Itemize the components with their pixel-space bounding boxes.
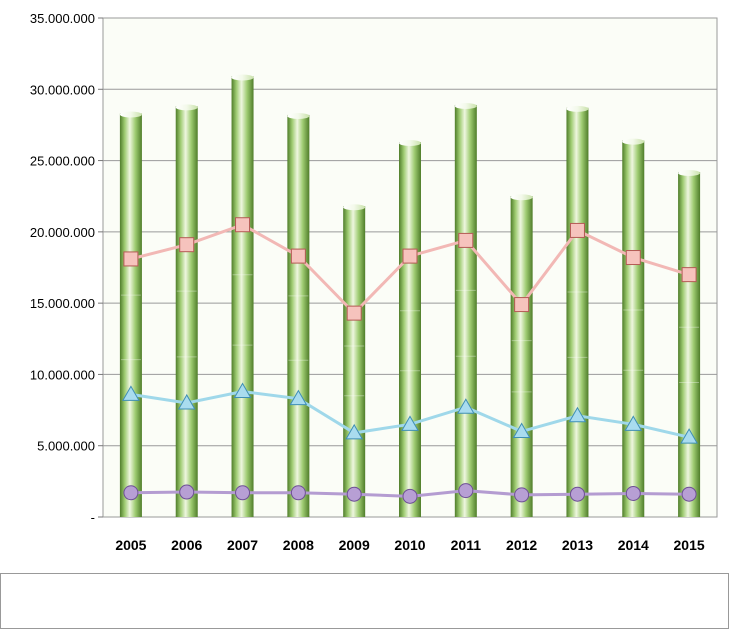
point-san-juan bbox=[177, 393, 196, 410]
x-tick-label: 2009 bbox=[339, 537, 370, 553]
point-otras-provincias bbox=[123, 485, 139, 501]
point-san-juan bbox=[122, 385, 140, 401]
point-san-juan bbox=[680, 428, 698, 444]
bar-cap bbox=[287, 112, 310, 119]
point-otras-provincias bbox=[290, 485, 306, 501]
point-otras-provincias bbox=[235, 485, 251, 501]
x-tick-label: 2011 bbox=[451, 537, 482, 553]
point-mendoza bbox=[569, 222, 585, 238]
point-san-juan bbox=[345, 423, 364, 440]
bar-cap bbox=[231, 74, 254, 81]
point-mendoza bbox=[179, 237, 195, 253]
bar-cap bbox=[678, 169, 701, 176]
point-san-juan bbox=[401, 415, 419, 431]
x-tick-label: 2006 bbox=[171, 537, 202, 553]
point-mendoza bbox=[346, 305, 362, 321]
point-mendoza bbox=[514, 297, 530, 313]
x-tick-label: 2005 bbox=[115, 537, 146, 553]
bar-cap bbox=[119, 111, 142, 118]
bar-total-pais bbox=[622, 140, 645, 517]
bar-cap bbox=[454, 102, 477, 109]
point-mendoza bbox=[235, 217, 251, 233]
bar-cap bbox=[175, 104, 198, 111]
point-mendoza bbox=[458, 232, 474, 248]
point-san-juan bbox=[456, 398, 475, 414]
x-tick-label: 2012 bbox=[506, 537, 537, 553]
x-axis: 2005 2006 2007 2008 2009 2010 2011 2012 2013 2014… bbox=[115, 537, 705, 553]
x-tick-label: 2015 bbox=[674, 537, 705, 553]
y-tick-label: 15.000.000 bbox=[30, 296, 95, 311]
x-tick-label: 2008 bbox=[283, 537, 314, 553]
bar-cap bbox=[510, 194, 533, 201]
point-otras-provincias bbox=[681, 486, 697, 502]
bar-total-pais bbox=[231, 76, 254, 517]
y-tick-label: - bbox=[91, 510, 95, 525]
point-san-juan bbox=[289, 389, 308, 406]
legend-box bbox=[0, 573, 729, 629]
point-mendoza bbox=[123, 251, 139, 267]
point-otras-provincias bbox=[346, 486, 362, 502]
bar-cap bbox=[343, 204, 366, 211]
x-tick-label: 2010 bbox=[394, 537, 425, 553]
bar-total-pais bbox=[175, 106, 198, 517]
bar-cap bbox=[622, 138, 645, 145]
y-tick-label: 25.000.000 bbox=[30, 154, 95, 169]
bar-total-pais bbox=[510, 196, 533, 517]
point-mendoza bbox=[625, 250, 641, 266]
bars-total-pais bbox=[119, 74, 701, 518]
y-tick-label: 5.000.000 bbox=[37, 439, 95, 454]
y-tick-label: 35.000.000 bbox=[30, 11, 95, 26]
bar-total-pais bbox=[287, 114, 310, 517]
line-series bbox=[122, 217, 698, 504]
point-otras-provincias bbox=[402, 488, 418, 504]
point-otras-provincias bbox=[514, 487, 530, 503]
y-tick-label: 10.000.000 bbox=[30, 367, 95, 382]
bar-total-pais bbox=[399, 142, 421, 517]
bar-cap bbox=[566, 105, 589, 112]
bar-total-pais bbox=[454, 104, 477, 518]
point-san-juan bbox=[624, 415, 643, 431]
x-tick-label: 2014 bbox=[618, 537, 649, 553]
point-mendoza bbox=[681, 267, 697, 283]
point-otras-provincias bbox=[179, 484, 195, 500]
bar-cap bbox=[399, 140, 421, 147]
point-san-juan bbox=[568, 406, 587, 423]
point-otras-provincias bbox=[458, 483, 474, 499]
point-mendoza bbox=[290, 248, 306, 264]
x-tick-label: 2007 bbox=[227, 537, 258, 553]
bar-total-pais bbox=[566, 107, 589, 517]
point-san-juan bbox=[233, 382, 252, 399]
bar-total-pais bbox=[119, 113, 142, 517]
y-tick-label: 20.000.000 bbox=[30, 225, 95, 240]
x-tick-label: 2013 bbox=[562, 537, 593, 553]
bar-total-pais bbox=[343, 206, 366, 518]
y-tick-label: 30.000.000 bbox=[30, 82, 95, 97]
point-mendoza bbox=[402, 248, 418, 264]
point-otras-provincias bbox=[625, 485, 641, 501]
bar-total-pais bbox=[678, 171, 701, 517]
y-axis: - 5.000.000 10.000.000 15.000.000 20.000.000… bbox=[30, 11, 103, 525]
point-san-juan bbox=[512, 422, 531, 438]
point-otras-provincias bbox=[569, 486, 585, 502]
